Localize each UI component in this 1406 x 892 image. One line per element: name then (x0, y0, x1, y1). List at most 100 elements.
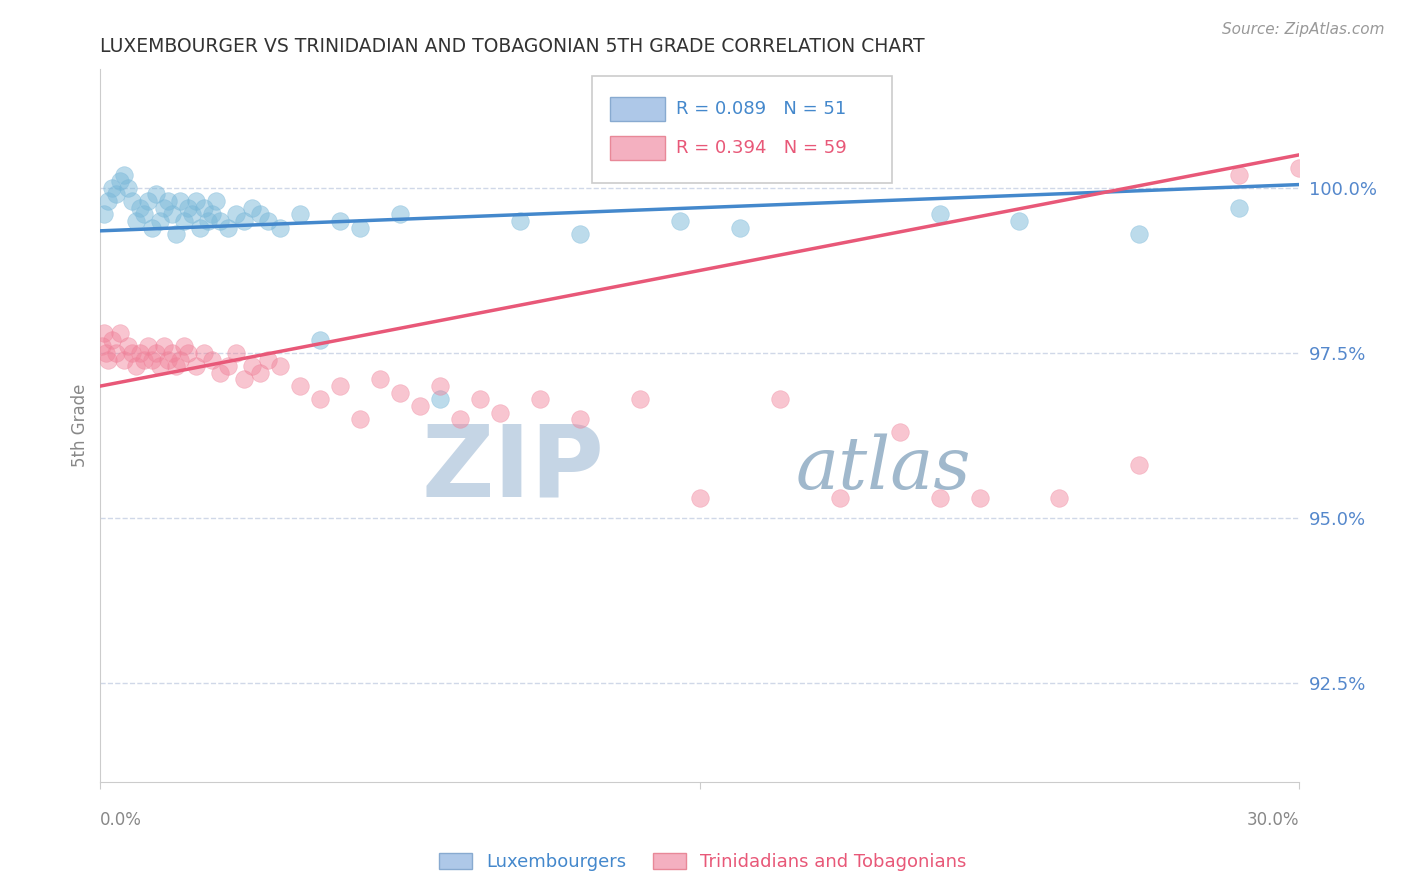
Point (269, 220, 291, 235)
Point (117, 339, 139, 353)
Point (257, 214, 280, 228)
Point (112, 168, 135, 182)
Point (136, 194, 159, 208)
Text: ZIP: ZIP (420, 420, 603, 517)
Point (110, 326, 132, 341)
Point (689, 491, 711, 506)
Point (134, 207, 156, 221)
Text: Source: ZipAtlas.com: Source: ZipAtlas.com (1222, 22, 1385, 37)
Point (225, 207, 247, 221)
Point (728, 220, 751, 235)
Point (568, 412, 591, 426)
Point (928, 207, 950, 221)
Point (209, 214, 232, 228)
Point (105, 187, 128, 202)
Point (125, 214, 148, 228)
Point (529, 392, 551, 407)
Point (217, 359, 239, 374)
Point (193, 346, 215, 360)
Point (169, 194, 191, 208)
Point (165, 227, 187, 241)
Point (1128, 458, 1150, 473)
Point (149, 359, 172, 374)
Point (129, 201, 152, 215)
Point (117, 181, 139, 195)
Point (889, 425, 911, 440)
Point (429, 392, 451, 407)
Point (101, 333, 124, 347)
Point (186, 359, 208, 374)
Point (225, 346, 247, 360)
Point (121, 346, 143, 360)
Point (93, 207, 115, 221)
Point (165, 359, 187, 374)
Point (201, 207, 224, 221)
Point (112, 352, 135, 367)
Point (149, 214, 172, 228)
Point (91, 339, 114, 353)
Point (169, 352, 191, 367)
Point (309, 333, 332, 347)
Point (141, 220, 163, 235)
Point (468, 392, 491, 407)
Point (201, 352, 224, 367)
Point (489, 405, 512, 419)
Point (1008, 214, 1031, 228)
Point (249, 366, 271, 380)
Point (257, 352, 280, 367)
Point (1128, 227, 1150, 241)
Point (389, 385, 412, 400)
Point (217, 220, 239, 235)
Point (669, 214, 692, 228)
Point (240, 359, 263, 374)
Point (409, 399, 432, 413)
Point (101, 181, 124, 195)
Point (928, 491, 950, 506)
Point (329, 379, 352, 393)
Point (769, 392, 792, 407)
Point (157, 352, 180, 367)
Point (186, 194, 208, 208)
Point (188, 220, 211, 235)
Point (197, 214, 219, 228)
Point (136, 339, 159, 353)
Point (173, 339, 195, 353)
Point (509, 214, 531, 228)
Point (153, 339, 176, 353)
Point (389, 207, 412, 221)
Point (93, 326, 115, 341)
Text: 30.0%: 30.0% (1247, 811, 1299, 829)
Point (162, 346, 184, 360)
Point (110, 174, 132, 188)
Point (177, 346, 200, 360)
Point (105, 346, 128, 360)
FancyBboxPatch shape (610, 97, 665, 121)
Legend: Luxembourgers, Trinidadians and Tobagonians: Luxembourgers, Trinidadians and Tobagoni… (432, 846, 974, 879)
Point (628, 392, 651, 407)
Point (233, 372, 256, 386)
Point (309, 392, 332, 407)
Point (145, 187, 167, 202)
Point (449, 412, 471, 426)
Point (349, 220, 371, 235)
Point (177, 201, 200, 215)
Point (1288, 161, 1310, 175)
FancyBboxPatch shape (592, 76, 891, 183)
Y-axis label: 5th Grade: 5th Grade (72, 384, 89, 467)
Text: atlas: atlas (796, 434, 972, 504)
Point (1049, 491, 1071, 506)
Point (157, 194, 180, 208)
Point (233, 214, 256, 228)
Point (141, 352, 163, 367)
Point (97, 194, 120, 208)
Point (153, 201, 176, 215)
Point (162, 207, 184, 221)
Point (145, 346, 167, 360)
Point (129, 346, 152, 360)
Point (349, 412, 371, 426)
Text: R = 0.394   N = 59: R = 0.394 N = 59 (676, 139, 846, 157)
Point (269, 359, 291, 374)
Point (121, 194, 143, 208)
Point (97, 352, 120, 367)
Point (368, 372, 391, 386)
